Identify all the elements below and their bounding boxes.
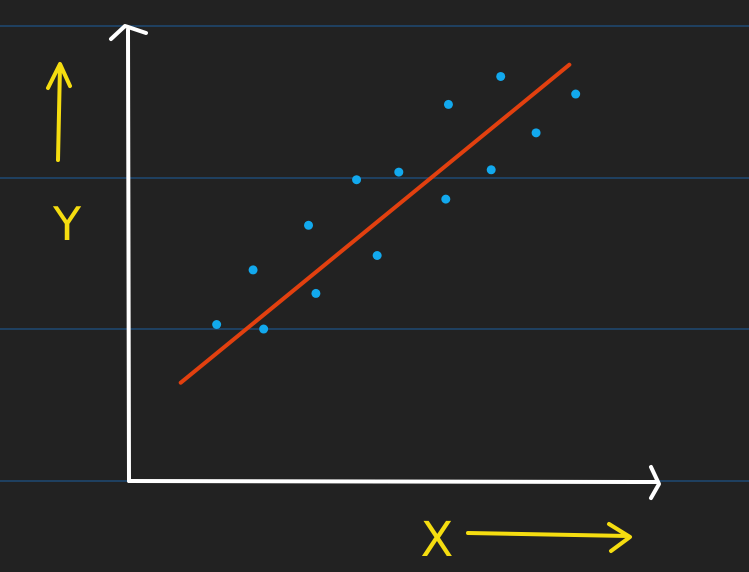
data-point [212,320,222,330]
y-axis-arrowhead [109,24,148,41]
y-axis [126,28,131,483]
data-point [496,71,506,81]
data-points [212,71,581,334]
data-point [443,99,453,109]
data-point [486,165,496,175]
data-point [394,167,404,177]
right-arrow-icon [466,522,632,553]
x-axis-label: X [421,512,454,568]
up-arrow-icon [46,62,72,162]
data-point [441,194,451,204]
x-axis [127,479,659,484]
data-point [372,251,382,260]
data-point [531,128,541,138]
data-point [311,288,321,298]
x-annotation: X [421,512,632,568]
y-axis-label: Y [52,197,82,251]
data-point [571,89,581,99]
data-point [304,220,314,230]
trend-line [178,62,572,385]
data-point [352,175,362,185]
data-point [259,324,269,334]
y-annotation: Y [46,62,82,251]
axes [109,24,661,500]
x-axis-arrowhead [649,465,661,500]
data-point [248,265,258,275]
